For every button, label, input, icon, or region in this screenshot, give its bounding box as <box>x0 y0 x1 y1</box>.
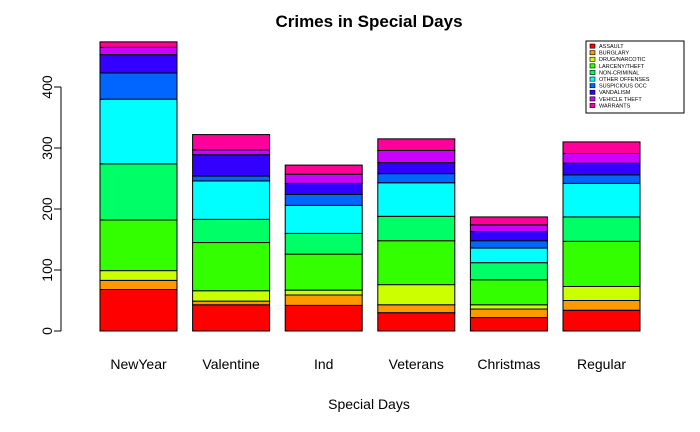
bar-segment-newyear-10 <box>99 41 178 48</box>
bar-segment-christmas-7 <box>469 240 548 249</box>
legend-swatch <box>589 89 596 95</box>
bar-segment-ind-8 <box>284 182 363 195</box>
bar-segment-christmas-4 <box>469 279 548 306</box>
y-axis: 0 100 200 300 400 <box>39 75 62 335</box>
bar-segment-veterans-9 <box>377 149 456 164</box>
bar-segment-christmas-9 <box>469 224 548 233</box>
bar-segment-christmas-3 <box>469 304 548 310</box>
bar-segment-christmas-5 <box>469 262 548 281</box>
y-tick-label: 400 <box>39 75 55 99</box>
bar-segment-newyear-9 <box>99 46 178 56</box>
legend-label: NON-CRIMINAL <box>599 70 639 76</box>
bar-segment-valentine-5 <box>192 218 271 244</box>
legend-label: DRUG/NARCOTIC <box>599 57 645 63</box>
bar-segment-valentine-8 <box>192 154 271 177</box>
bar-segment-regular-6 <box>562 182 641 218</box>
legend-swatch <box>589 63 596 69</box>
bar-segment-valentine-4 <box>192 242 271 292</box>
bar-segment-christmas-6 <box>469 247 548 264</box>
legend-label: VANDALISM <box>599 90 631 96</box>
legend-swatch <box>589 70 596 75</box>
legend-label: WARRANTS <box>599 103 631 109</box>
bar-segment-ind-3 <box>284 289 363 296</box>
x-tick-label: Christmas <box>477 356 540 372</box>
bar-segment-ind-2 <box>284 294 363 306</box>
bar-segment-regular-9 <box>562 152 641 164</box>
bar-segment-regular-4 <box>562 240 641 287</box>
bar-segment-veterans-6 <box>377 182 456 217</box>
bar-segment-veterans-8 <box>377 162 456 175</box>
chart-title: Crimes in Special Days <box>275 12 462 31</box>
y-tick-label: 100 <box>39 258 55 282</box>
bar-segment-newyear-1 <box>99 289 178 332</box>
legend-label: BURGLARY <box>599 51 629 57</box>
bar-segment-veterans-10 <box>377 138 456 151</box>
legend-swatch <box>589 83 596 89</box>
x-tick-label: Regular <box>577 356 626 372</box>
legend-label: SUSPICIOUS OCC <box>599 84 647 90</box>
bar-segment-regular-5 <box>562 216 641 242</box>
bar-segment-veterans-3 <box>377 284 456 306</box>
x-tick-label: Ind <box>314 356 333 372</box>
bar-segment-christmas-2 <box>469 308 548 319</box>
y-tick-label: 200 <box>39 197 55 221</box>
legend-label: ASSAULT <box>599 44 624 50</box>
bar-segment-newyear-6 <box>99 98 178 165</box>
bar-segment-newyear-8 <box>99 54 178 74</box>
legend-swatch <box>589 50 596 56</box>
bar-segment-valentine-2 <box>192 300 271 306</box>
bar-segment-christmas-1 <box>469 317 548 332</box>
bar-segment-regular-2 <box>562 300 641 311</box>
bar-segment-veterans-5 <box>377 215 456 242</box>
legend: ASSAULTBURGLARYDRUG/NARCOTICLARCENY/THEF… <box>585 40 685 114</box>
bar-segment-valentine-6 <box>192 180 271 220</box>
bar-segment-valentine-3 <box>192 290 271 302</box>
legend-box <box>585 40 685 114</box>
bar-segment-newyear-4 <box>99 219 178 272</box>
legend-swatch <box>589 96 596 102</box>
x-axis-title: Special Days <box>328 396 410 412</box>
legend-swatch <box>589 56 596 62</box>
bar-segment-veterans-7 <box>377 173 456 184</box>
bar-segment-ind-5 <box>284 232 363 255</box>
bar-segment-ind-7 <box>284 193 363 206</box>
bar-segment-regular-8 <box>562 162 641 176</box>
bar-segment-newyear-5 <box>99 163 178 221</box>
bar-segment-christmas-8 <box>469 231 548 242</box>
bars-layer <box>99 41 641 332</box>
legend-label: VEHICLE THEFT <box>599 97 642 103</box>
legend-label: OTHER OFFENSES <box>599 77 650 83</box>
bar-segment-veterans-1 <box>377 312 456 332</box>
bar-segment-valentine-7 <box>192 175 271 182</box>
bar-segment-newyear-2 <box>99 279 178 291</box>
legend-swatch <box>589 76 596 82</box>
bar-segment-ind-9 <box>284 173 363 184</box>
bar-segment-ind-4 <box>284 253 363 291</box>
legend-label: LARCENY/THEFT <box>599 64 645 70</box>
bar-segment-regular-10 <box>562 141 641 154</box>
y-tick-label: 300 <box>39 136 55 160</box>
bar-segment-veterans-2 <box>377 304 456 314</box>
legend-swatch <box>589 43 596 49</box>
bar-segment-regular-1 <box>562 309 641 332</box>
bar-segment-newyear-3 <box>99 270 178 281</box>
bar-segment-ind-10 <box>284 164 363 175</box>
bar-segment-veterans-4 <box>377 240 456 286</box>
bar-segment-christmas-10 <box>469 216 548 226</box>
y-tick-label: 0 <box>39 327 55 335</box>
bar-segment-valentine-1 <box>192 304 271 332</box>
bar-segment-regular-7 <box>562 174 641 184</box>
bar-segment-ind-1 <box>284 304 363 332</box>
bar-segment-valentine-10 <box>192 134 271 151</box>
bar-segment-ind-6 <box>284 204 363 234</box>
legend-swatch <box>589 103 596 108</box>
bar-segment-regular-3 <box>562 285 641 302</box>
bar-segment-valentine-9 <box>192 149 271 156</box>
x-axis-labels: NewYear Valentine Ind Veterans Christmas Regu… <box>110 356 626 372</box>
x-tick-label: Veterans <box>389 356 444 372</box>
bar-segment-newyear-7 <box>99 72 178 100</box>
x-tick-label: NewYear <box>110 356 167 372</box>
x-tick-label: Valentine <box>202 356 260 372</box>
